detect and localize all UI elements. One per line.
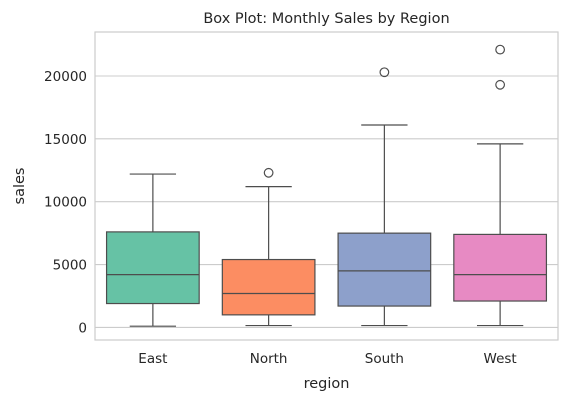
y-tick-label: 15000 [44, 132, 87, 148]
outlier-point [495, 79, 506, 90]
x-tick-label: East [138, 351, 167, 367]
box-series [105, 44, 548, 327]
x-tick-label: West [484, 351, 517, 367]
box-iqr [453, 233, 548, 302]
x-axis-label: region [304, 376, 350, 392]
box-iqr [105, 231, 200, 305]
y-tick-label: 5000 [53, 258, 87, 274]
y-tick-label: 10000 [44, 195, 87, 211]
y-tick-labels: 0 5000 10000 15000 20000 [44, 69, 87, 336]
plot-frame [94, 31, 559, 341]
box-iqr [221, 258, 316, 316]
box-east [105, 173, 200, 327]
y-axis-label: sales [12, 168, 28, 205]
chart-title: Box Plot: Monthly Sales by Region [203, 11, 449, 27]
box-iqr [337, 232, 432, 307]
y-tick-label: 20000 [44, 69, 87, 85]
box-north [221, 167, 316, 327]
box-west [453, 44, 548, 327]
x-tick-label: South [365, 351, 404, 367]
x-tick-label: North [250, 351, 288, 367]
box-south [337, 67, 432, 327]
x-tick-labels: East North South West [138, 351, 516, 367]
outlier-point [379, 67, 390, 78]
outlier-point [263, 167, 274, 178]
y-tick-label: 0 [78, 320, 87, 336]
outlier-point [495, 44, 506, 55]
